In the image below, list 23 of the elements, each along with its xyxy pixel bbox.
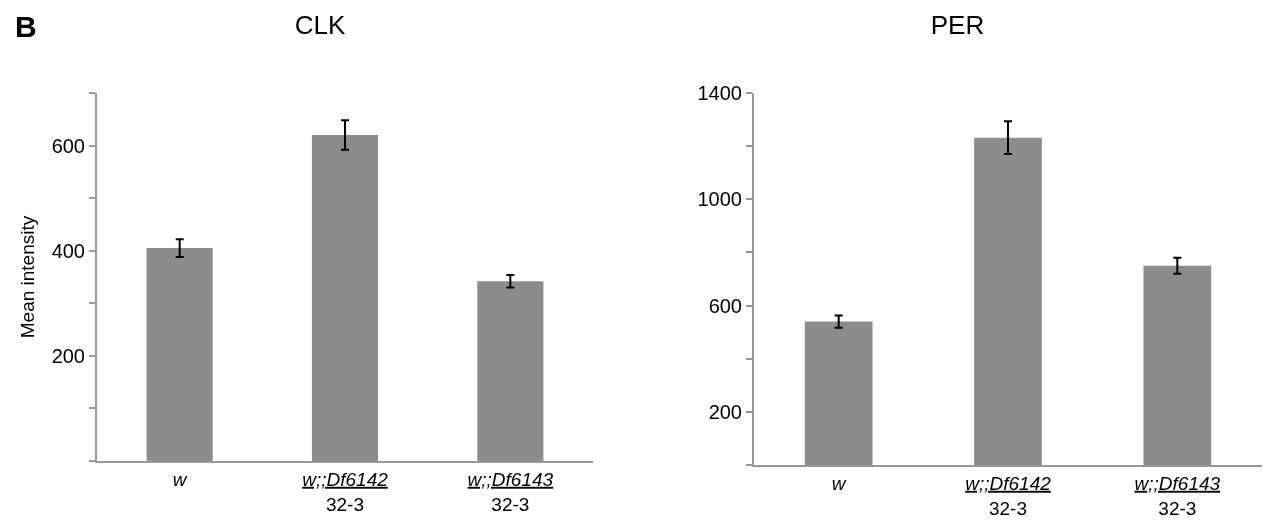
- x-tick-label: w: [172, 468, 188, 490]
- x-tick-label: w;;Df6142 32-3: [302, 468, 389, 515]
- bar: [804, 321, 873, 465]
- bar: [146, 248, 213, 461]
- y-tick-label: 400: [51, 239, 85, 262]
- x-tick-label: w: [831, 472, 847, 494]
- y-tick-label: 600: [708, 294, 742, 317]
- bar: [477, 281, 544, 461]
- y-tick-label: 1000: [697, 188, 742, 211]
- text: B: [15, 10, 37, 43]
- x-tick-label: w;;Df6143 32-3: [467, 468, 554, 515]
- y-tick-label: 600: [51, 134, 85, 157]
- bar: [311, 135, 379, 461]
- bar: [1143, 265, 1212, 465]
- y-tick-label: 200: [708, 400, 742, 423]
- chart-title: PER: [930, 10, 985, 41]
- bar: [974, 137, 1042, 465]
- x-tick-label: w;;Df6143 32-3: [1134, 472, 1221, 519]
- y-tick-label: 200: [51, 344, 85, 367]
- chart-title: CLK: [294, 10, 346, 41]
- x-tick-label: w;;Df6142 32-3: [965, 472, 1052, 519]
- y-tick-label: 1400: [697, 82, 742, 104]
- y-axis-title: Mean intensity: [16, 215, 38, 339]
